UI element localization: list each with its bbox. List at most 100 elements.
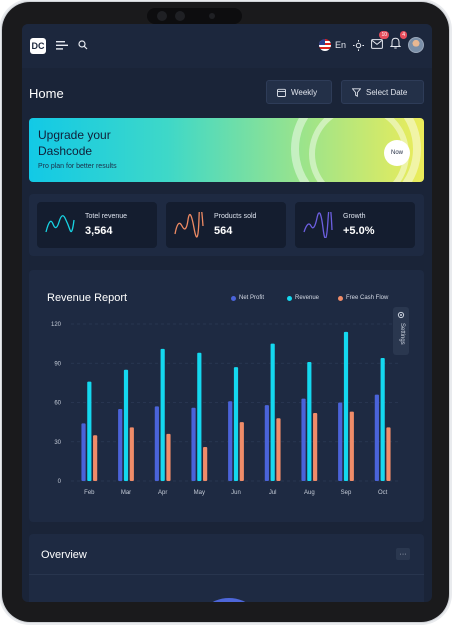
bar-revenue <box>123 369 129 481</box>
settings-label: Settings <box>399 323 405 345</box>
notification-badge: 4 <box>400 31 407 39</box>
bar-revenue <box>233 367 239 481</box>
banner-subtitle: Pro plan for better results <box>38 163 117 170</box>
growth-sparkline <box>303 212 333 238</box>
more-options-button[interactable]: ··· <box>396 548 410 560</box>
y-tick-label: 0 <box>58 479 62 485</box>
bar-net-profit <box>154 406 159 481</box>
page-title: Home <box>29 86 64 101</box>
x-tick-label: Sep <box>341 490 352 496</box>
stat-label: Growth <box>343 213 366 220</box>
mail-button[interactable]: 10 <box>371 31 389 54</box>
stat-card-products: Products sold 564 <box>166 202 286 248</box>
products-sparkline <box>174 212 204 238</box>
search-icon[interactable] <box>78 40 88 50</box>
x-tick-label: Jul <box>269 490 277 496</box>
bar-net-profit <box>374 394 379 481</box>
bar-revenue <box>197 352 202 481</box>
bar-net-profit <box>118 409 123 481</box>
weekly-button[interactable]: Weekly <box>266 80 332 104</box>
y-tick-label: 60 <box>54 401 61 407</box>
camera-notch <box>147 8 242 24</box>
revenue-bar-chart: 0 30 60 90 120 Feb Mar Apr May Jun Jul Aug Sep Oct <box>51 322 401 496</box>
bell-icon <box>389 37 402 49</box>
banner-title: Upgrade your Dashcode <box>38 128 111 158</box>
x-tick-label: Aug <box>304 490 315 496</box>
chart-title: Revenue Report <box>47 292 128 304</box>
sun-icon[interactable] <box>353 39 364 51</box>
stat-label: Totel revenue <box>85 213 128 220</box>
bar-free-cash-flow <box>166 433 171 481</box>
mail-badge: 10 <box>379 31 389 39</box>
select-date-button-label: Select Date <box>366 87 408 97</box>
bar-free-cash-flow <box>313 412 318 481</box>
bar-free-cash-flow <box>349 411 354 481</box>
weekly-button-label: Weekly <box>291 87 318 97</box>
stat-value: 564 <box>214 225 233 237</box>
revenue-report-card: Revenue Report Net Profit Revenue Free C… <box>29 270 424 522</box>
bar-net-profit <box>81 423 86 481</box>
legend-revenue[interactable]: Revenue <box>287 295 319 301</box>
stat-card-growth: Growth +5.0% <box>295 202 415 248</box>
top-navbar: DC En <box>22 24 432 68</box>
menu-icon[interactable] <box>56 41 68 50</box>
camera-dot <box>157 11 167 21</box>
x-tick-label: Oct <box>378 490 388 496</box>
settings-tab[interactable]: Settings <box>393 307 409 355</box>
legend-net-profit[interactable]: Net Profit <box>231 295 264 301</box>
legend-marker <box>338 295 343 301</box>
bar-free-cash-flow <box>239 422 244 481</box>
bar-net-profit <box>228 401 233 481</box>
legend-marker <box>231 295 236 301</box>
stat-label: Products sold <box>214 213 257 220</box>
bar-net-profit <box>264 405 269 481</box>
legend-label: Revenue <box>295 295 320 301</box>
gear-icon <box>397 311 405 319</box>
select-date-button[interactable]: Select Date <box>341 80 424 104</box>
bar-free-cash-flow <box>203 446 208 481</box>
bar-revenue <box>87 381 92 481</box>
bar-net-profit <box>301 398 306 481</box>
bar-revenue <box>160 348 165 481</box>
stat-card-revenue: Totel revenue 3,564 <box>37 202 157 248</box>
us-flag-icon[interactable] <box>318 39 331 51</box>
y-tick-label: 120 <box>51 322 62 328</box>
banner-decoration <box>291 118 421 182</box>
calendar-icon <box>277 88 286 97</box>
topbar-actions: En 10 <box>318 31 424 54</box>
legend-marker <box>287 295 292 301</box>
sensor-dot <box>209 13 215 19</box>
app-screen: DC En <box>22 24 432 602</box>
upgrade-banner: Upgrade your Dashcode Pro plan for bette… <box>29 118 424 182</box>
notification-button[interactable]: 4 <box>389 31 407 54</box>
user-avatar[interactable] <box>408 37 424 53</box>
overview-divider <box>29 574 424 575</box>
stat-value: 3,564 <box>85 225 113 237</box>
mail-icon <box>371 39 383 49</box>
language-selector[interactable]: En <box>334 40 346 50</box>
x-tick-label: Apr <box>158 490 167 496</box>
bar-net-profit <box>191 407 196 481</box>
tablet-frame: DC En <box>2 2 449 622</box>
bar-revenue <box>270 343 275 481</box>
x-tick-label: Mar <box>121 490 131 496</box>
overview-title: Overview <box>41 549 87 561</box>
x-tick-label: Jun <box>231 490 241 496</box>
revenue-sparkline <box>45 215 75 233</box>
bar-net-profit <box>338 402 343 481</box>
y-tick-label: 30 <box>54 440 61 446</box>
bar-free-cash-flow <box>276 418 281 481</box>
filter-icon <box>352 87 361 97</box>
app-logo[interactable]: DC <box>30 38 46 54</box>
stat-value: +5.0% <box>343 225 375 237</box>
bar-free-cash-flow <box>386 427 391 481</box>
stats-panel: Totel revenue 3,564 Products sold 564 Gr… <box>29 194 424 256</box>
bar-revenue <box>307 361 312 481</box>
bar-revenue <box>380 358 385 481</box>
bar-free-cash-flow <box>129 427 134 481</box>
legend-free-cash-flow[interactable]: Free Cash Flow <box>338 295 388 301</box>
overview-donut-chart <box>194 598 264 602</box>
legend-label: Net Profit <box>239 295 265 301</box>
y-tick-label: 90 <box>54 361 61 367</box>
upgrade-now-button[interactable]: Now <box>384 140 410 166</box>
